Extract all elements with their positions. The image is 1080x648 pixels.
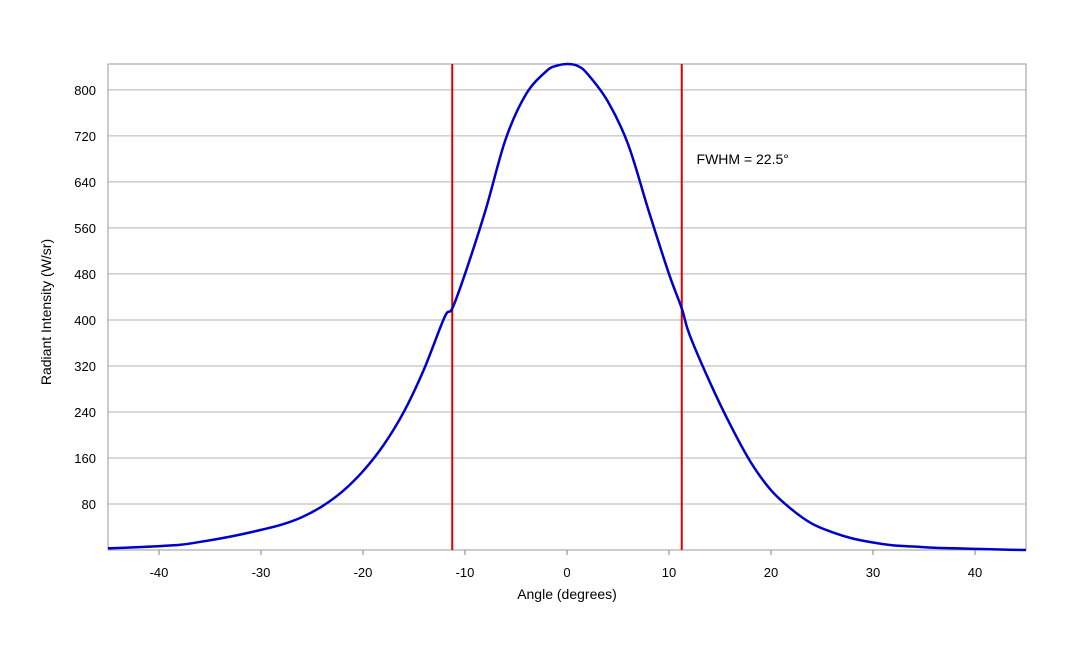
x-tick-label: -10 bbox=[456, 565, 475, 580]
y-tick-label: 800 bbox=[74, 83, 96, 98]
intensity-curve bbox=[107, 62, 1027, 552]
x-tick-label: -20 bbox=[354, 565, 373, 580]
y-tick-label: 80 bbox=[82, 497, 96, 512]
y-tick-label: 640 bbox=[74, 175, 96, 190]
y-tick-label: 160 bbox=[74, 451, 96, 466]
series-layer bbox=[107, 62, 1027, 552]
x-axis-ticks: -40 -30 -20 -10 0 10 20 30 40 bbox=[150, 550, 982, 580]
x-tick-label: -30 bbox=[252, 565, 271, 580]
annotations: FWHM = 22.5° bbox=[697, 151, 789, 167]
y-tick-label: 480 bbox=[74, 267, 96, 282]
x-tick-label: 30 bbox=[866, 565, 880, 580]
x-tick-label: 0 bbox=[563, 565, 570, 580]
plot-area-frame bbox=[107, 63, 1027, 551]
y-tick-label: 240 bbox=[74, 405, 96, 420]
y-axis-ticks: 80 160 240 320 400 480 560 640 720 800 bbox=[74, 83, 96, 512]
y-tick-label: 320 bbox=[74, 359, 96, 374]
x-axis-title: Angle (degrees) bbox=[517, 586, 617, 602]
y-axis-title: Radiant Intensity (W/sr) bbox=[38, 239, 54, 385]
x-tick-label: -40 bbox=[150, 565, 169, 580]
y-tick-label: 560 bbox=[74, 221, 96, 236]
y-tick-label: 720 bbox=[74, 129, 96, 144]
x-tick-label: 10 bbox=[662, 565, 676, 580]
x-tick-label: 40 bbox=[968, 565, 982, 580]
x-tick-label: 20 bbox=[764, 565, 778, 580]
fwhm-annotation: FWHM = 22.5° bbox=[697, 151, 789, 167]
grid-lines bbox=[108, 89, 1026, 551]
y-tick-label: 400 bbox=[74, 313, 96, 328]
fwhm-markers bbox=[451, 64, 683, 550]
